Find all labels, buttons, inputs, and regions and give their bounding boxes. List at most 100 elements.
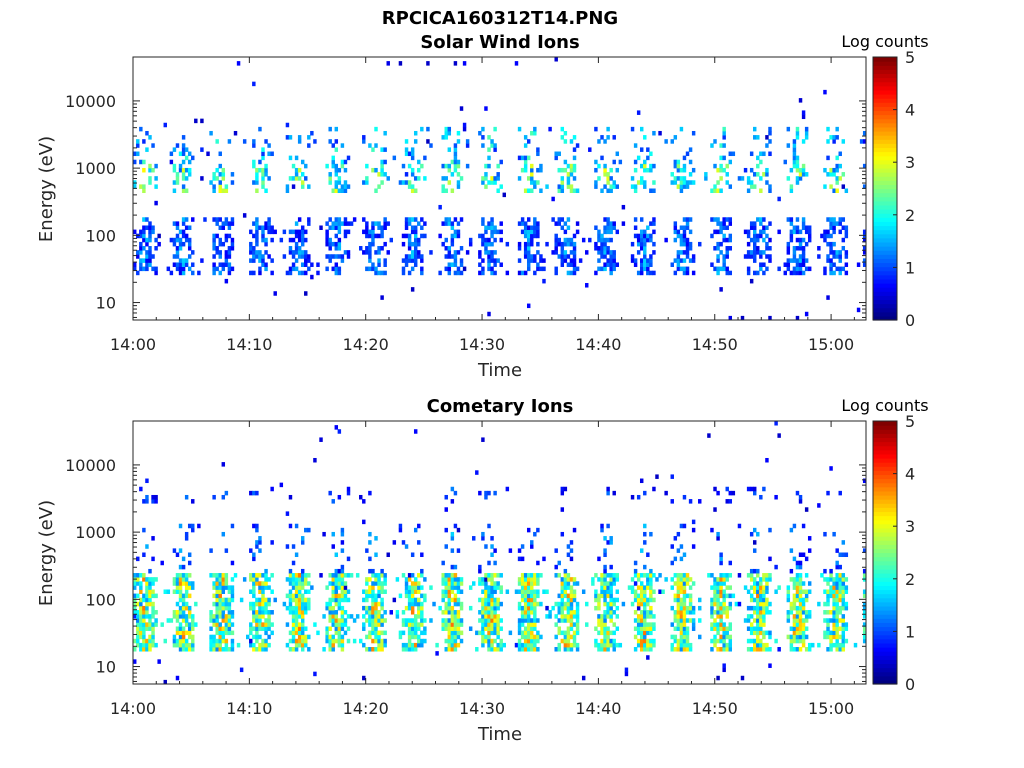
spectrogram-cell [331, 573, 335, 578]
spectrogram-cell [542, 258, 546, 263]
spectrogram-cell [300, 642, 305, 648]
spectrogram-cell [835, 564, 839, 570]
spectrogram-cell [184, 536, 189, 541]
spectrogram-cell [340, 531, 345, 537]
spectrogram-cell [380, 270, 384, 276]
spectrogram-cell [728, 638, 733, 644]
spectrogram-cell [285, 270, 290, 276]
spectrogram-cell [606, 217, 610, 222]
spectrogram-cell [264, 163, 268, 169]
spectrogram-cell [181, 262, 186, 267]
spectrogram-cell [209, 614, 213, 619]
spectrogram-cell [267, 225, 271, 230]
spectrogram-cell [682, 642, 687, 648]
spectrogram-cell [133, 581, 137, 586]
spectrogram-cell [499, 237, 503, 243]
spectrogram-cell [453, 159, 458, 165]
spectrogram-cell [762, 270, 766, 276]
spectrogram-cell [450, 536, 455, 541]
spectrogram-cell [447, 605, 452, 611]
spectrogram-cell [789, 642, 794, 648]
spectrogram-cell [175, 246, 180, 251]
spectrogram-cell [606, 180, 610, 185]
spectrogram-cell [371, 605, 375, 611]
spectrogram-cell [517, 630, 522, 636]
spectrogram-cell [862, 250, 867, 255]
spectrogram-cell [646, 552, 650, 558]
spectrogram-cell [184, 188, 189, 194]
spectrogram-cell [832, 188, 836, 194]
spectrogram-cell [264, 577, 268, 582]
spectrogram-cell [145, 262, 149, 267]
spectrogram-cell [560, 225, 565, 230]
spectrogram-cell [835, 638, 839, 644]
spectrogram-cell [224, 581, 229, 586]
spectrogram-cell [151, 254, 155, 259]
spectrogram-cell [566, 601, 571, 607]
spectrogram-cell [826, 589, 830, 594]
spectrogram-cell [639, 126, 644, 132]
spectrogram-cell [496, 258, 500, 263]
spectrogram-cell [175, 180, 180, 185]
spectrogram-cell [835, 610, 839, 615]
spectrogram-cell [713, 585, 717, 590]
spectrogram-cell [383, 589, 387, 594]
spectrogram-cell [337, 176, 342, 181]
spectrogram-cell [264, 573, 268, 578]
spectrogram-cell [163, 589, 167, 594]
spectrogram-cell [783, 270, 787, 276]
spectrogram-cell [820, 233, 824, 239]
spectrogram-cell [249, 577, 253, 582]
spectrogram-cell [725, 217, 729, 222]
spectrogram-cell [520, 589, 525, 594]
spectrogram-cell [380, 159, 384, 165]
spectrogram-cell [181, 135, 186, 140]
spectrogram-cell [569, 642, 574, 648]
spectrogram-cell [212, 642, 216, 648]
spectrogram-cell [496, 647, 500, 652]
spectrogram-cell [294, 155, 299, 161]
spectrogram-cell [172, 163, 177, 169]
colorbar-segment [873, 180, 897, 185]
spectrogram-cell [294, 622, 299, 627]
spectrogram-cell [410, 217, 415, 222]
spectrogram-cell [169, 151, 174, 157]
spectrogram-cell [643, 634, 647, 640]
spectrogram-cell [572, 270, 577, 276]
spectrogram-cell [710, 233, 714, 239]
spectrogram-cell [420, 605, 424, 611]
spectrogram-cell [294, 221, 299, 226]
spectrogram-cell [753, 642, 757, 648]
spectrogram-cell [133, 659, 137, 664]
spectrogram-cell [371, 593, 375, 599]
spectrogram-cell [337, 266, 342, 272]
spectrogram-cell [539, 254, 543, 259]
spectrogram-cell [328, 258, 332, 263]
spectrogram-cell [145, 225, 149, 230]
spectrogram-cell [139, 605, 143, 611]
spectrogram-cell [523, 233, 528, 239]
spectrogram-cell [456, 527, 461, 533]
spectrogram-cell [728, 246, 733, 251]
spectrogram-cell [224, 622, 229, 627]
colorbar-segment [873, 270, 897, 276]
spectrogram-cell [334, 225, 339, 230]
spectrogram-cell [456, 618, 461, 623]
spectrogram-cell [169, 618, 174, 623]
spectrogram-cell [297, 167, 302, 173]
spectrogram-cell [530, 581, 534, 586]
spectrogram-cell [606, 601, 610, 607]
spectrogram-cell [413, 229, 418, 235]
spectrogram-cell [255, 601, 259, 607]
spectrogram-cell [658, 573, 662, 578]
spectrogram-cell [490, 266, 494, 272]
spectrogram-cell [801, 167, 806, 173]
spectrogram-cell [606, 593, 610, 599]
spectrogram-cell [517, 577, 522, 582]
spectrogram-cell [685, 180, 690, 185]
spectrogram-cell [444, 188, 448, 194]
spectrogram-cell [447, 270, 452, 276]
spectrogram-cell [181, 597, 186, 603]
spectrogram-cell [523, 241, 528, 247]
spectrogram-cell [487, 577, 491, 582]
